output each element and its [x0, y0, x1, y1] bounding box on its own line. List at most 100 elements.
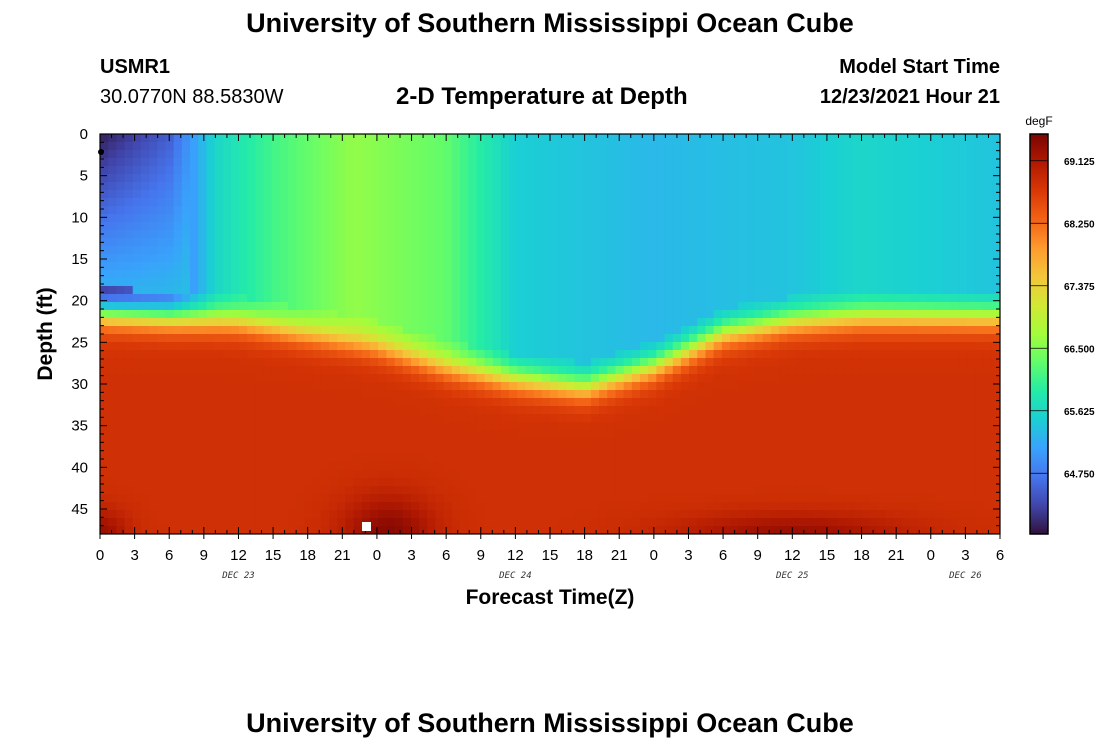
- heatmap-cell: [779, 262, 788, 271]
- heatmap-cell: [312, 334, 322, 343]
- heatmap-cell: [468, 206, 477, 215]
- heatmap-cell: [124, 398, 134, 407]
- heatmap-cell: [721, 206, 731, 215]
- heatmap-cell: [361, 278, 371, 287]
- heatmap-cell: [844, 382, 854, 391]
- heatmap-cell: [206, 286, 216, 295]
- heatmap-cell: [402, 302, 412, 311]
- heatmap-cell: [386, 350, 396, 359]
- heatmap-cell: [680, 510, 690, 519]
- heatmap-cell: [656, 326, 666, 335]
- heatmap-cell: [468, 158, 477, 167]
- heatmap-cell: [140, 358, 150, 367]
- heatmap-cell: [296, 406, 306, 415]
- heatmap-cell: [247, 302, 257, 311]
- heatmap-cell: [435, 262, 445, 271]
- heatmap-cell: [746, 206, 756, 215]
- heatmap-cell: [206, 398, 216, 407]
- heatmap-cell: [615, 526, 625, 534]
- heatmap-cell: [860, 502, 870, 511]
- heatmap-cell: [484, 190, 494, 199]
- heatmap-cell: [541, 478, 551, 487]
- heatmap-cell: [181, 398, 191, 407]
- heatmap-cell: [631, 422, 641, 431]
- heatmap-cell: [590, 390, 600, 399]
- heatmap-cell: [566, 278, 576, 287]
- heatmap-cell: [541, 382, 551, 391]
- heatmap-cell: [345, 366, 355, 375]
- heatmap-cell: [296, 478, 306, 487]
- heatmap-cell: [541, 342, 551, 351]
- heatmap-cell: [517, 198, 527, 207]
- heatmap-cell: [640, 326, 649, 335]
- heatmap-cell: [746, 334, 756, 343]
- heatmap-cell: [394, 262, 404, 271]
- heatmap-cell: [885, 430, 895, 439]
- heatmap-cell: [615, 182, 625, 191]
- heatmap-cell: [820, 366, 829, 375]
- heatmap-cell: [820, 398, 829, 407]
- heatmap-cell: [361, 390, 371, 399]
- heatmap-cell: [288, 502, 297, 511]
- heatmap-cell: [394, 174, 404, 183]
- heatmap-cell: [680, 294, 690, 303]
- heatmap-cell: [713, 190, 723, 199]
- heatmap-cell: [312, 254, 322, 263]
- heatmap-cell: [877, 382, 887, 391]
- heatmap-cell: [157, 406, 167, 415]
- heatmap-cell: [419, 398, 428, 407]
- heatmap-cell: [280, 262, 289, 271]
- heatmap-cell: [713, 262, 723, 271]
- heatmap-cell: [836, 262, 846, 271]
- heatmap-cell: [222, 326, 232, 335]
- heatmap-cell: [214, 518, 224, 527]
- heatmap-cell: [828, 374, 837, 383]
- heatmap-cell: [468, 278, 477, 287]
- heatmap-cell: [860, 350, 870, 359]
- heatmap-cell: [795, 366, 805, 375]
- heatmap-cell: [509, 166, 518, 175]
- heatmap-cell: [640, 366, 649, 375]
- heatmap-cell: [664, 246, 674, 255]
- heatmap-cell: [222, 406, 232, 415]
- heatmap-cell: [730, 262, 739, 271]
- heatmap-cell: [803, 438, 813, 447]
- heatmap-cell: [476, 150, 486, 159]
- heatmap-cell: [271, 302, 281, 311]
- heatmap-cell: [656, 198, 666, 207]
- heatmap-cell: [656, 494, 666, 503]
- heatmap-cell: [893, 502, 903, 511]
- heatmap-cell: [787, 262, 797, 271]
- heatmap-cell: [304, 286, 314, 295]
- heatmap-cell: [689, 246, 698, 255]
- heatmap-cell: [852, 406, 862, 415]
- heatmap-cell: [100, 398, 109, 407]
- heatmap-cell: [860, 206, 870, 215]
- heatmap-cell: [230, 270, 240, 279]
- heatmap-cell: [230, 142, 240, 151]
- heatmap-cell: [705, 270, 715, 279]
- heatmap-cell: [582, 430, 592, 439]
- heatmap-cell: [378, 414, 387, 423]
- heatmap-cell: [860, 430, 870, 439]
- heatmap-cell: [476, 206, 486, 215]
- heatmap-cell: [877, 246, 887, 255]
- heatmap-cell: [288, 462, 297, 471]
- heatmap-cell: [181, 310, 191, 319]
- heatmap-cell: [590, 366, 600, 375]
- heatmap-cell: [541, 246, 551, 255]
- heatmap-cell: [525, 238, 535, 247]
- heatmap-cell: [410, 230, 420, 239]
- heatmap-cell: [885, 406, 895, 415]
- heatmap-cell: [140, 374, 150, 383]
- heatmap-cell: [173, 446, 183, 455]
- heatmap-cell: [320, 438, 330, 447]
- heatmap-cell: [280, 430, 289, 439]
- heatmap-cell: [181, 358, 191, 367]
- heatmap-cell: [607, 222, 617, 231]
- heatmap-cell: [550, 438, 559, 447]
- heatmap-cell: [255, 390, 265, 399]
- heatmap-cell: [451, 430, 461, 439]
- heatmap-cell: [631, 270, 641, 279]
- heatmap-cell: [451, 398, 461, 407]
